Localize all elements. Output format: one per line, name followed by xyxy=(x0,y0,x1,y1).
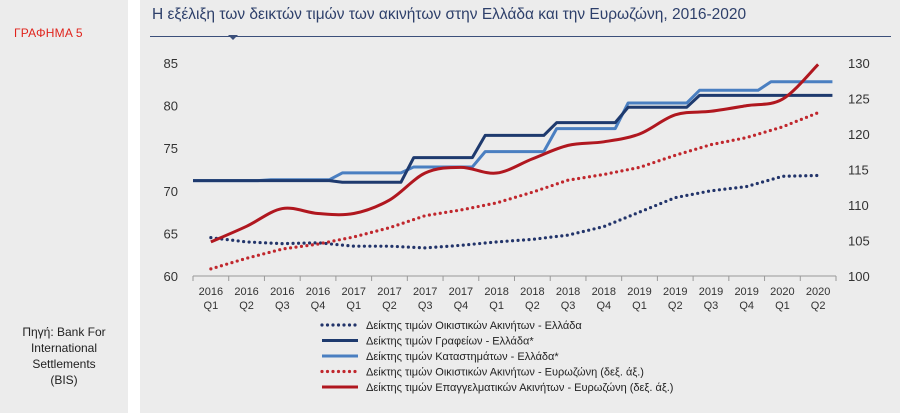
x-tick-label-year: 2017 xyxy=(342,286,366,298)
x-tick-label-quarter: Q3 xyxy=(418,300,433,312)
x-tick-label-year: 2016 xyxy=(234,286,258,298)
x-tick-label-year: 2017 xyxy=(377,286,401,298)
legend-label: Δείκτης τιμών Επαγγελματικών Ακινήτων - … xyxy=(366,382,673,394)
y-right-tick-label: 120 xyxy=(848,127,870,142)
x-tick-label-year: 2017 xyxy=(413,286,437,298)
chart-panel xyxy=(140,0,900,413)
x-tick-label-quarter: Q4 xyxy=(311,300,326,312)
x-tick-label-year: 2018 xyxy=(484,286,508,298)
source-line: (BIS) xyxy=(50,373,78,387)
x-tick-label-quarter: Q3 xyxy=(561,300,576,312)
y-right-tick-label: 110 xyxy=(848,198,869,213)
legend-label: Δείκτης τιμών Οικιστικών Ακινήτων - Ευρω… xyxy=(366,367,644,379)
x-tick-label-year: 2019 xyxy=(663,286,687,298)
x-tick-label-quarter: Q1 xyxy=(489,300,504,312)
y-right-tick-label: 100 xyxy=(848,269,870,284)
x-tick-label-year: 2016 xyxy=(199,286,223,298)
x-tick-label-quarter: Q3 xyxy=(275,300,290,312)
sidebar-panel xyxy=(0,0,128,413)
x-tick-label-quarter: Q2 xyxy=(239,300,254,312)
source-line: Πηγή: Bank For xyxy=(22,325,106,339)
legend-label: Δείκτης τιμών Καταστημάτων - Ελλάδα* xyxy=(366,351,559,363)
x-tick-label-year: 2019 xyxy=(734,286,758,298)
y-left-tick-label: 70 xyxy=(164,184,178,199)
x-tick-label-quarter: Q4 xyxy=(739,300,754,312)
x-tick-label-quarter: Q1 xyxy=(632,300,647,312)
x-tick-label-quarter: Q1 xyxy=(346,300,361,312)
x-tick-label-year: 2016 xyxy=(270,286,294,298)
title-divider-notch xyxy=(228,35,238,40)
x-tick-label-quarter: Q3 xyxy=(704,300,719,312)
x-tick-label-year: 2020 xyxy=(770,286,794,298)
y-left-tick-label: 65 xyxy=(164,226,178,241)
y-right-tick-label: 130 xyxy=(848,56,870,71)
x-tick-label-year: 2016 xyxy=(306,286,330,298)
source-line: Settlements xyxy=(32,357,96,371)
x-tick-label-year: 2018 xyxy=(520,286,544,298)
x-tick-label-quarter: Q1 xyxy=(204,300,219,312)
figure-label: ΓΡΑΦΗΜΑ 5 xyxy=(14,26,83,40)
y-right-tick-label: 105 xyxy=(848,234,870,249)
eurozone-residential-series xyxy=(209,111,820,271)
y-left-tick-label: 85 xyxy=(164,56,178,71)
eurozone-commercial-series xyxy=(210,63,820,244)
x-tick-label-year: 2020 xyxy=(806,286,830,298)
x-tick-label-year: 2018 xyxy=(592,286,616,298)
chart-title: Η εξέλιξη των δεικτών τιμών των ακινήτων… xyxy=(152,6,747,23)
x-tick-label-quarter: Q2 xyxy=(525,300,540,312)
x-tick-label-quarter: Q2 xyxy=(668,300,683,312)
source-line: International xyxy=(30,341,98,355)
x-tick-label-year: 2019 xyxy=(627,286,651,298)
x-tick-label-quarter: Q2 xyxy=(382,300,397,312)
greece-offices-series xyxy=(193,93,833,184)
x-tick-label-year: 2019 xyxy=(699,286,723,298)
x-tick-label-quarter: Q1 xyxy=(775,300,790,312)
title-divider xyxy=(150,36,891,37)
source-note: Πηγή: Bank For International Settlements… xyxy=(0,324,128,388)
y-left-tick-label: 60 xyxy=(164,269,178,284)
y-left-tick-label: 75 xyxy=(164,141,178,156)
legend-label: Δείκτης τιμών Γραφείων - Ελλάδα* xyxy=(366,336,534,348)
y-right-tick-label: 125 xyxy=(848,92,870,107)
y-left-tick-label: 80 xyxy=(164,99,178,114)
x-tick-label-quarter: Q4 xyxy=(596,300,611,312)
x-tick-label-year: 2018 xyxy=(556,286,580,298)
legend-label: Δείκτης τιμών Οικιστικών Ακινήτων - Ελλά… xyxy=(366,320,582,332)
y-right-tick-label: 115 xyxy=(848,163,869,178)
x-tick-label-year: 2017 xyxy=(449,286,473,298)
x-tick-label-quarter: Q4 xyxy=(454,300,469,312)
x-tick-label-quarter: Q2 xyxy=(811,300,826,312)
